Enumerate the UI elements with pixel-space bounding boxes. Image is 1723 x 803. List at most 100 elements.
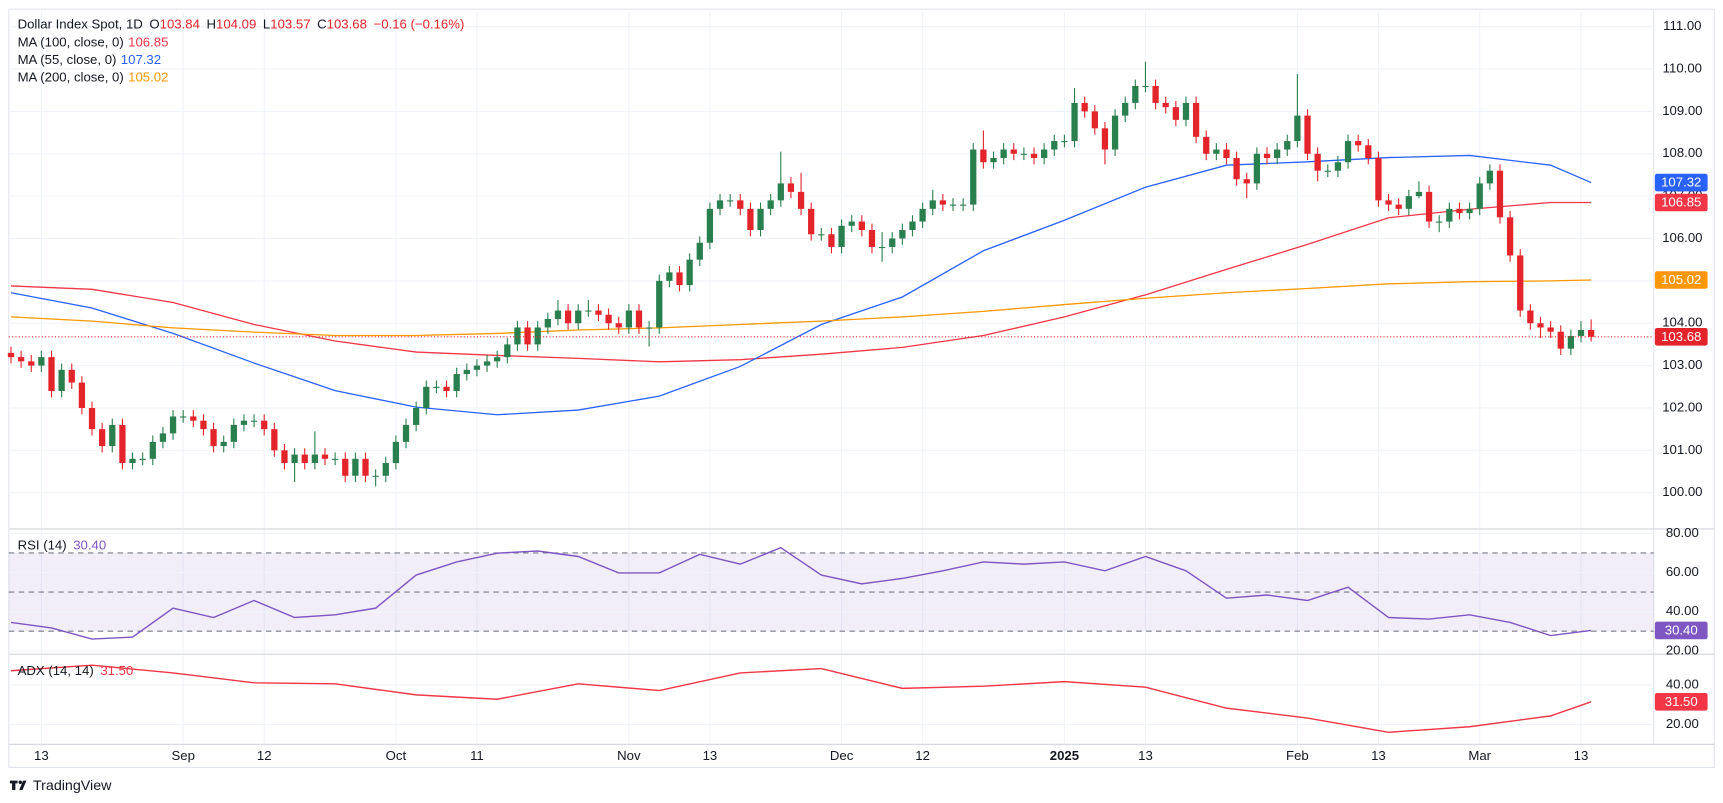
candle-body	[200, 420, 207, 430]
candle-body	[858, 221, 865, 231]
change-value: −0.16 (−0.16%)	[374, 17, 465, 32]
ohlc-label: L	[263, 17, 270, 32]
x-tick-label: 13	[1574, 748, 1589, 763]
candle-body	[1436, 221, 1443, 223]
candle-body	[68, 369, 75, 383]
candle-body	[443, 386, 450, 392]
candle-body	[1537, 323, 1544, 328]
candle-body	[656, 280, 663, 328]
candle-body	[1263, 153, 1271, 158]
y-tick-label: 103.00	[1662, 357, 1702, 372]
y-tick-label: 109.00	[1662, 103, 1702, 118]
candle-body	[949, 204, 957, 206]
candle-body	[1162, 102, 1169, 108]
candle-body	[352, 458, 359, 476]
ohlc-value: 103.68	[327, 17, 367, 32]
candle-body	[1182, 102, 1190, 120]
candle-body	[1405, 196, 1412, 209]
candle-body	[1395, 204, 1402, 209]
candle-body	[1415, 191, 1423, 197]
y-tick-label: 110.00	[1663, 61, 1702, 76]
candle-body	[392, 441, 400, 464]
x-tick-label: Oct	[386, 748, 407, 763]
chart-frame	[8, 8, 1715, 768]
candle-body	[119, 424, 126, 464]
candle-body	[1172, 107, 1179, 120]
candle-body	[1041, 149, 1048, 158]
x-tick-label: 13	[34, 748, 49, 763]
legend-value: 107.32	[121, 52, 161, 67]
candle-body	[453, 374, 460, 392]
ohlc-value: 103.84	[160, 17, 200, 32]
x-tick-label: 13	[1371, 748, 1386, 763]
candle-body	[625, 310, 633, 328]
candle-body	[1486, 170, 1493, 184]
candle-body	[787, 183, 795, 192]
candle-body	[1020, 153, 1028, 155]
legend-item: MA (100, close, 0) 106.85	[18, 35, 169, 50]
candle-body	[1111, 115, 1119, 150]
candle-body	[1253, 153, 1261, 184]
x-tick-label: Nov	[617, 748, 641, 763]
legend-name: MA (55, close, 0)	[18, 52, 117, 67]
candle-body	[1375, 157, 1382, 201]
last-price-badge-bg	[1654, 327, 1708, 346]
candle-body	[595, 310, 602, 315]
candle-body	[372, 475, 379, 477]
indicator-line	[10, 664, 1592, 734]
candle-body	[402, 424, 410, 442]
chart-header: Dollar Index Spot, 1D O103.84 H104.09 L103.…	[18, 17, 465, 32]
indicator-value: 31.50	[100, 663, 133, 678]
price-axis-badge-bg	[1654, 271, 1708, 289]
indicator-name: ADX (14, 14)	[18, 663, 94, 678]
candle-body	[635, 310, 643, 328]
candle-body	[889, 238, 896, 247]
candle-body	[483, 361, 491, 366]
candle-body	[1517, 255, 1524, 311]
candle-body	[1071, 102, 1078, 142]
candle-body	[281, 450, 288, 464]
price-axis-badge-bg	[1654, 193, 1708, 212]
candle-body	[1577, 330, 1585, 336]
moving-average-line	[10, 201, 1592, 363]
candle-body	[676, 272, 683, 286]
legend-name: MA (100, close, 0)	[18, 35, 124, 50]
candle-body	[190, 416, 197, 421]
x-tick-label: 12	[915, 748, 930, 763]
candle-body	[321, 454, 329, 459]
candle-body	[1213, 149, 1220, 154]
candle-body	[666, 272, 673, 281]
candle-body	[959, 204, 967, 206]
candle-body	[58, 369, 65, 392]
candle-body	[1527, 310, 1534, 324]
y-tick-label: 104.00	[1662, 315, 1702, 330]
candle-body	[747, 208, 754, 231]
candle-body	[1365, 145, 1372, 158]
candle-body	[990, 157, 997, 163]
x-tick-label: 13	[1138, 748, 1153, 763]
candle-body	[909, 221, 916, 231]
y-tick-label: 101.00	[1662, 442, 1702, 457]
candle-body	[149, 441, 156, 459]
legend-item: MA (200, close, 0) 105.02	[18, 70, 169, 85]
candle-body	[777, 183, 784, 201]
y-tick-label: 60.00	[1666, 564, 1699, 579]
candle-body	[1506, 217, 1514, 256]
y-tick-label: 40.00	[1666, 676, 1699, 691]
candle-body	[706, 208, 714, 243]
candle-body	[1122, 102, 1129, 116]
moving-average-line	[10, 154, 1592, 416]
candle-body	[696, 242, 703, 260]
x-tick-label: Mar	[1468, 748, 1491, 763]
indicator-name: RSI (14)	[18, 538, 67, 553]
candle-body	[899, 230, 906, 239]
candle-body	[1091, 111, 1098, 129]
candle-body	[1243, 179, 1250, 184]
candle-body	[129, 458, 136, 464]
y-tick-label: 40.00	[1666, 603, 1699, 618]
candle-body	[1203, 136, 1210, 154]
x-tick-label: Sep	[171, 748, 194, 763]
indicator-badge-bg	[1654, 693, 1708, 711]
